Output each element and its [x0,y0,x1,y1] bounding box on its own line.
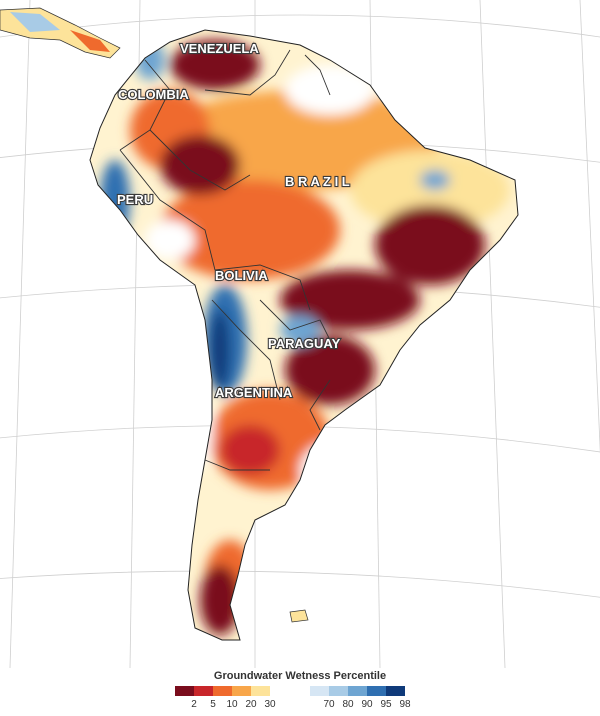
dry-swatch-3 [232,686,251,696]
south-america-landmass [89,29,519,641]
country-borders [119,49,336,471]
wet-swatch-2 [348,686,367,696]
wet-tick-0: 70 [323,699,335,710]
dry-tick-4: 30 [264,699,276,710]
label-bolivia: BOLIVIA [215,268,268,283]
wet-tick-3: 95 [380,699,392,710]
dry-swatch-0 [175,686,194,696]
wet-swatch-0 [310,686,329,696]
wet-swatch-4 [386,686,405,696]
label-colombia: COLOMBIA [118,87,189,102]
legend-title: Groundwater Wetness Percentile [213,670,387,682]
label-argentina: ARGENTINA [215,385,293,400]
legend-swatches [175,686,425,696]
wet-tick-4: 98 [399,699,411,710]
dry-tick-3: 20 [245,699,257,710]
label-venezuela: VENEZUELA [180,41,259,56]
dry-tick-1: 5 [210,699,216,710]
dry-tick-2: 10 [226,699,238,710]
wet-tick-1: 80 [342,699,354,710]
label-brazil: B R A Z I L [285,174,350,189]
groundwater-map: VENEZUELA COLOMBIA B R A Z I L PERU BOLI… [0,0,600,668]
dry-swatch-4 [251,686,270,696]
dry-swatch-1 [194,686,213,696]
dry-swatch-2 [213,686,232,696]
country-labels: VENEZUELA COLOMBIA B R A Z I L PERU BOLI… [116,40,351,401]
wet-swatch-1 [329,686,348,696]
wet-tick-2: 90 [361,699,373,710]
legend: Groundwater Wetness Percentile 2 5 10 20 30 7… [0,668,600,716]
central-america-landmass [0,7,121,59]
wet-swatch-3 [367,686,386,696]
label-paraguay: PARAGUAY [268,336,341,351]
label-peru: PERU [117,192,153,207]
dry-tick-0: 2 [191,699,197,710]
